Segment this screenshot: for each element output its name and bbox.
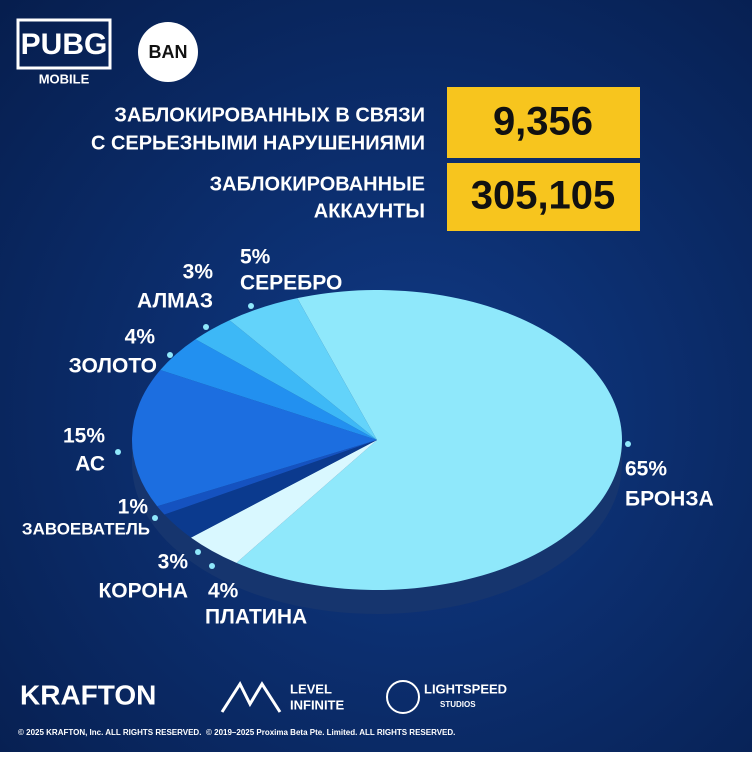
value-label: 65%	[625, 458, 667, 481]
pie-slice	[229, 298, 377, 440]
copyright: © 2025 KRAFTON, Inc. ALL RIGHTS RESERVED…	[18, 728, 201, 737]
brand: STUDIOS	[440, 700, 476, 709]
value-label: 4%	[125, 326, 156, 349]
value-label: 3%	[158, 551, 189, 574]
logo-frame	[16, 18, 112, 70]
pie-slice	[190, 440, 377, 563]
category-label: ПЛАТИНА	[205, 606, 307, 629]
label-dot	[195, 549, 201, 555]
pie-chart: 65% БРОНЗА 4% ПЛАТИНА 3% КОРОНА 1%ЗАВОЕВАТЕЛЬ 1…	[22, 246, 714, 629]
brand: KRAFTON	[20, 679, 156, 710]
stat-line: АККАУНТЫ	[314, 200, 425, 222]
category-label: СЕРЕБРО	[240, 272, 342, 295]
label-dot	[248, 303, 254, 309]
label-dot	[115, 449, 121, 455]
brand-icon	[220, 680, 282, 713]
category-label: ЗОЛОТО	[69, 355, 157, 378]
pie-slice	[164, 440, 377, 538]
label-dot	[152, 515, 158, 521]
category-label: АЛМАЗ	[137, 290, 213, 313]
category-label: ЗАВОЕВАТЕЛЬ	[22, 519, 150, 538]
value-label: 5%	[240, 246, 271, 269]
stat-box	[447, 163, 640, 231]
brand: LIGHTSPEED	[424, 681, 507, 696]
badge: BAN	[149, 42, 188, 62]
value-label: 15%	[63, 425, 105, 448]
stat-number: 305,105	[471, 174, 616, 218]
pie-slice	[157, 440, 377, 515]
label-dot	[625, 441, 631, 447]
logo-text: PUBG	[21, 28, 108, 61]
label-dot	[209, 563, 215, 569]
stat-line: ЗАБЛОКИРОВАННЫХ В СВЯЗИ	[114, 104, 425, 126]
category-label: КОРОНА	[98, 580, 188, 603]
stats: ЗАБЛОКИРОВАННЫХ В СВЯЗИ С СЕРЬЕЗНЫМИ НАР…	[91, 87, 640, 231]
pie-slice	[195, 320, 377, 440]
stat-line: С СЕРЬЕЗНЫМИ НАРУШЕНИЯМИ	[91, 132, 425, 154]
value-label: 1%	[118, 496, 149, 519]
category-label: АС	[75, 453, 105, 476]
brand: LEVEL	[290, 681, 332, 696]
label-dot	[203, 324, 209, 330]
stat-box	[447, 87, 640, 158]
stat-number: 9,356	[493, 100, 593, 144]
pie-slice	[160, 339, 377, 440]
brand: INFINITE	[290, 697, 344, 712]
logo-sub: MOBILE	[39, 71, 90, 86]
logo: PUBG MOBILE BAN	[16, 18, 198, 86]
category-label: БРОНЗА	[625, 488, 714, 511]
copyright: © 2019–2025 Proxima Beta Pte. Limited. A…	[206, 728, 455, 737]
value-label: 3%	[183, 261, 214, 284]
pie-slice	[236, 290, 623, 590]
footer: KRAFTON LEVEL INFINITE LIGHTSPEED STUDIO…	[18, 679, 507, 737]
badge-circle	[138, 22, 198, 82]
value-label: 4%	[208, 580, 239, 603]
label-dot	[167, 352, 173, 358]
stat-line: ЗАБЛОКИРОВАННЫЕ	[210, 173, 425, 195]
pie-slice	[131, 370, 377, 507]
brand-icon	[386, 680, 420, 714]
